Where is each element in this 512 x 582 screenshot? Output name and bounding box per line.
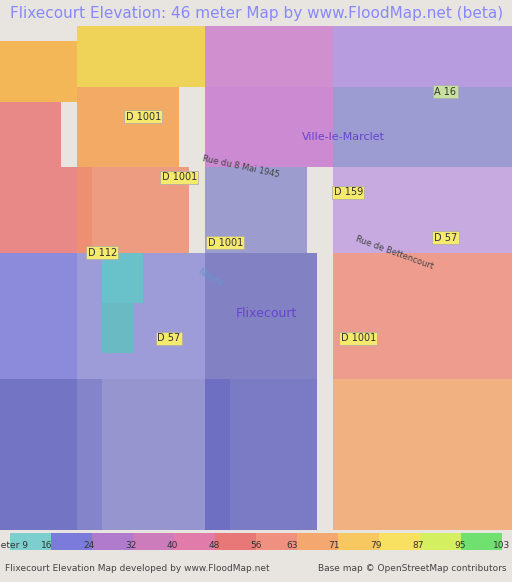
Text: 24: 24	[83, 541, 94, 550]
Text: D 1001: D 1001	[126, 112, 161, 122]
Text: D 1001: D 1001	[341, 333, 376, 343]
Text: 71: 71	[329, 541, 340, 550]
Text: Flixecourt Elevation Map developed by www.FloodMap.net: Flixecourt Elevation Map developed by ww…	[5, 565, 270, 573]
Bar	[77, 87, 179, 167]
Text: D 57: D 57	[434, 233, 457, 243]
Text: Flixecourt: Flixecourt	[236, 307, 297, 320]
Bar	[333, 379, 512, 530]
Bar	[333, 167, 512, 253]
Text: D 57: D 57	[157, 333, 181, 343]
Bar	[174, 533, 215, 550]
Bar	[333, 26, 512, 87]
Bar	[133, 533, 174, 550]
Bar	[205, 167, 307, 253]
Bar	[0, 167, 92, 253]
Text: Flixecourt Elevation: 46 meter Map by www.FloodMap.net (beta): Flixecourt Elevation: 46 meter Map by ww…	[10, 6, 503, 22]
Text: 32: 32	[125, 541, 136, 550]
Bar	[0, 253, 77, 379]
Bar	[333, 87, 512, 167]
Bar	[51, 533, 92, 550]
Bar	[338, 533, 379, 550]
Bar	[0, 102, 61, 167]
Bar	[379, 533, 420, 550]
Text: D 112: D 112	[88, 248, 117, 258]
Bar	[102, 253, 143, 303]
Bar	[205, 87, 333, 167]
Text: 40: 40	[166, 541, 178, 550]
Bar	[10, 533, 51, 550]
Text: A 16: A 16	[435, 87, 456, 97]
Text: 16: 16	[41, 541, 53, 550]
Text: 95: 95	[454, 541, 466, 550]
Text: 63: 63	[287, 541, 298, 550]
Bar	[0, 41, 77, 102]
Text: Rue de Bettencourt: Rue de Bettencourt	[354, 235, 434, 271]
Text: Ville-le-Marclet: Ville-le-Marclet	[302, 132, 385, 142]
Text: Nièvre: Nièvre	[196, 267, 224, 289]
Bar	[0, 379, 102, 530]
Bar	[102, 303, 133, 353]
Text: D 1001: D 1001	[162, 172, 197, 182]
Bar	[461, 533, 502, 550]
Text: 56: 56	[250, 541, 262, 550]
Bar	[333, 253, 512, 379]
Bar	[77, 379, 230, 530]
Bar	[215, 533, 256, 550]
Text: Rue du 8 Mai 1945: Rue du 8 Mai 1945	[201, 155, 280, 180]
Bar	[77, 26, 205, 87]
Bar	[77, 253, 205, 379]
Text: 48: 48	[208, 541, 220, 550]
Bar	[297, 533, 338, 550]
Text: 103: 103	[493, 541, 510, 550]
Bar	[420, 533, 461, 550]
Text: 87: 87	[412, 541, 424, 550]
Text: D 1001: D 1001	[208, 237, 243, 248]
Bar	[92, 533, 133, 550]
Bar	[205, 379, 317, 530]
Text: D 159: D 159	[333, 187, 363, 197]
Text: 79: 79	[371, 541, 382, 550]
Text: meter 9: meter 9	[0, 541, 28, 550]
Bar	[205, 253, 317, 379]
Bar	[205, 26, 333, 87]
Text: Base map © OpenStreetMap contributors: Base map © OpenStreetMap contributors	[318, 565, 507, 573]
Bar	[256, 533, 297, 550]
Bar	[77, 167, 189, 253]
